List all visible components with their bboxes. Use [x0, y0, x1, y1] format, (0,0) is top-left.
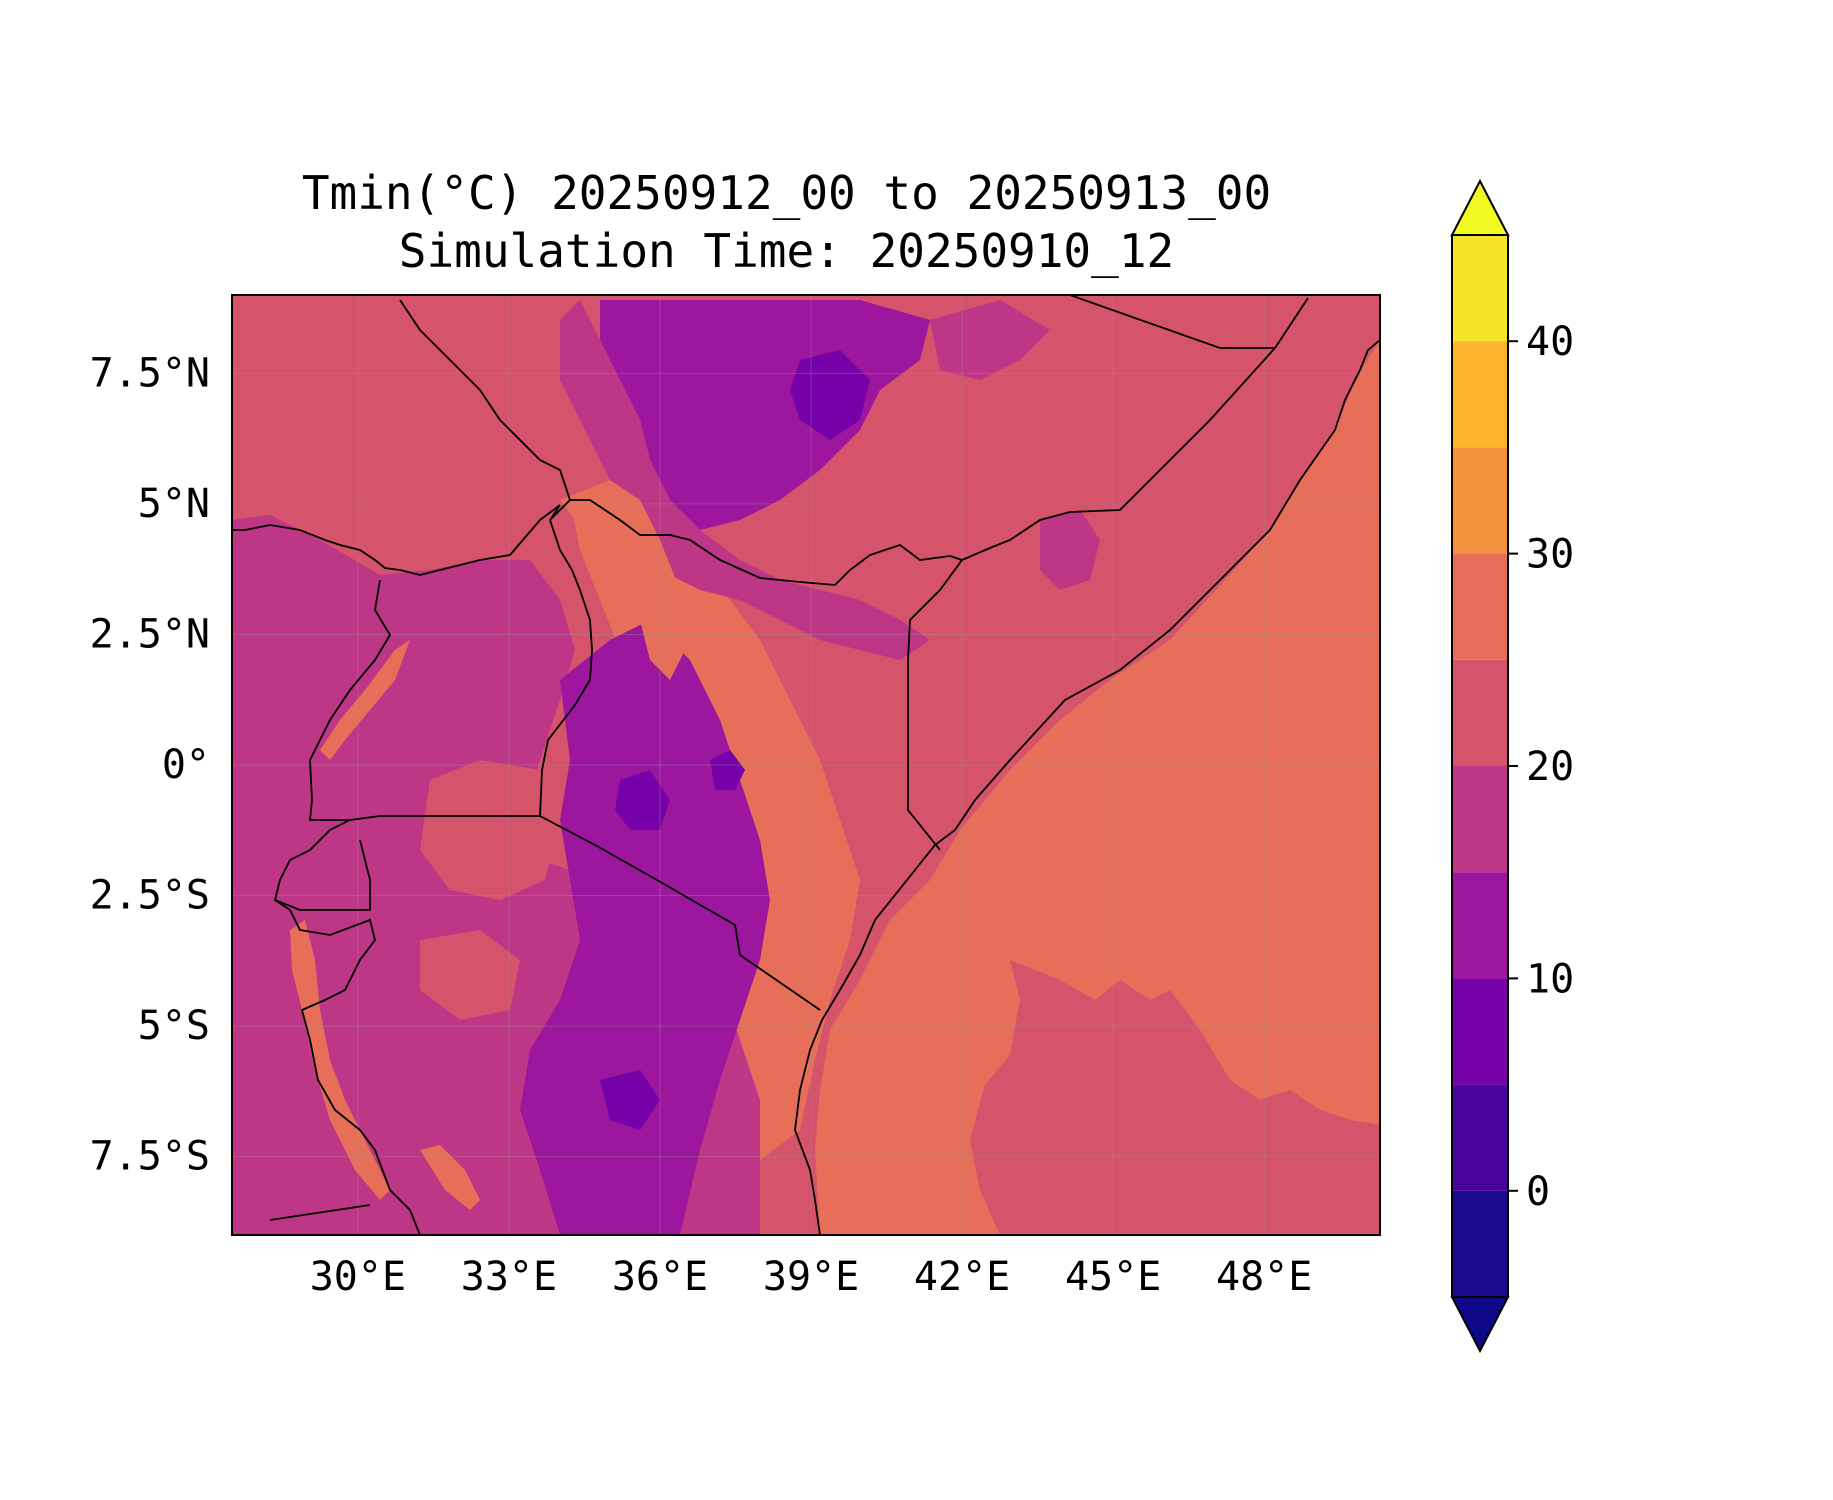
y-tick-label: 5°S — [138, 1003, 210, 1049]
x-tick-label: 30°E — [310, 1254, 406, 1300]
colorbar-tick-label: 40 — [1526, 319, 1574, 365]
cold-pocket-tanzania — [600, 1070, 660, 1130]
y-tick-label: 5°N — [138, 481, 210, 527]
coastline — [794, 339, 1380, 1235]
y-tick-label: 2.5°N — [90, 611, 210, 657]
ethiopia-highlands-2 — [560, 300, 930, 660]
map-subtitle: Simulation Time: 20250910_12 — [398, 224, 1175, 278]
albertine-warm-strip — [320, 640, 410, 760]
ethiopia-east-cool — [930, 300, 1050, 380]
x-tick-label: 45°E — [1065, 1254, 1161, 1300]
cold-pocket-kenya — [615, 770, 670, 830]
colorbar: 0 10 20 30 40 — [1450, 178, 1574, 1354]
uganda-plateau — [232, 515, 575, 1120]
x-tick-label: 39°E — [763, 1254, 859, 1300]
cold-pocket-ethiopia — [790, 350, 870, 440]
border-kenya-somalia — [907, 559, 963, 851]
turkana-warm-strip — [560, 480, 690, 680]
colorbar-band — [1452, 447, 1508, 554]
colorbar-band — [1452, 978, 1508, 1085]
lake-victoria-warm — [420, 760, 560, 900]
border-drc-uganda — [309, 579, 392, 821]
colorbar-band — [1452, 341, 1508, 448]
y-tick-label: 7.5°S — [90, 1134, 210, 1180]
colorbar-tick-label: 20 — [1526, 744, 1574, 790]
map-title: Tmin(°C) 20250912_00 to 20250913_00 — [301, 166, 1272, 220]
malawi-warm-strip — [420, 1145, 480, 1210]
map-frame — [231, 294, 1381, 1236]
kenya-highlands — [520, 620, 770, 1235]
colorbar-tick-label: 30 — [1526, 532, 1574, 578]
borders — [232, 295, 1380, 1235]
x-tick-label: 48°E — [1216, 1254, 1312, 1300]
gridlines — [232, 295, 1380, 1235]
x-tick-label: 42°E — [914, 1254, 1010, 1300]
y-tick-label: 2.5°S — [90, 873, 210, 919]
colorbar-tick-label: 10 — [1526, 956, 1574, 1002]
colorbar-over-arrow — [1450, 178, 1510, 236]
border-tanganyika — [301, 1009, 421, 1235]
border-southsudan-uganda — [232, 504, 561, 576]
border-somalia-ethiopia-2 — [570, 347, 1276, 586]
colorbar-band — [1452, 766, 1508, 873]
border-uganda-tanzania — [349, 815, 540, 821]
tanzania-warm-patch — [420, 930, 520, 1020]
y-tick-label: 7.5°N — [90, 350, 210, 396]
ocean-warm-region — [815, 340, 1380, 1235]
x-tick-label: 36°E — [612, 1254, 708, 1300]
colorbar-band — [1452, 1084, 1508, 1191]
colorbar-band — [1452, 872, 1508, 979]
border-zambia — [269, 1204, 371, 1221]
y-tick-label: 0° — [162, 742, 210, 788]
border-southsudan-ethiopia — [399, 299, 572, 521]
tanganyika-warm-strip — [290, 920, 390, 1200]
x-tick-label: 33°E — [461, 1254, 557, 1300]
border-uganda-kenya — [539, 504, 593, 817]
border-burundi — [274, 899, 376, 1011]
colorbar-band — [1452, 1190, 1508, 1297]
y-axis-ticks: 7.5°N 5°N 2.5°N 0° 2.5°S 5°S 7.5°S — [90, 350, 210, 1179]
colorbar-band — [1452, 553, 1508, 660]
ocean-cool-patch — [970, 960, 1380, 1235]
ogaden-cool-patch — [1040, 510, 1100, 590]
x-axis-ticks: 30°E 33°E 36°E 39°E 42°E 45°E 48°E — [310, 1254, 1313, 1300]
cold-pocket-kilimanjaro — [710, 750, 745, 790]
colorbar-band — [1452, 659, 1508, 766]
colorbar-under-arrow — [1450, 1296, 1510, 1354]
border-somalia-ethiopia — [1069, 295, 1309, 349]
border-kenya-tanzania — [539, 815, 821, 1011]
colorbar-band — [1452, 235, 1508, 342]
colorbar-tick-label: 0 — [1526, 1169, 1550, 1215]
